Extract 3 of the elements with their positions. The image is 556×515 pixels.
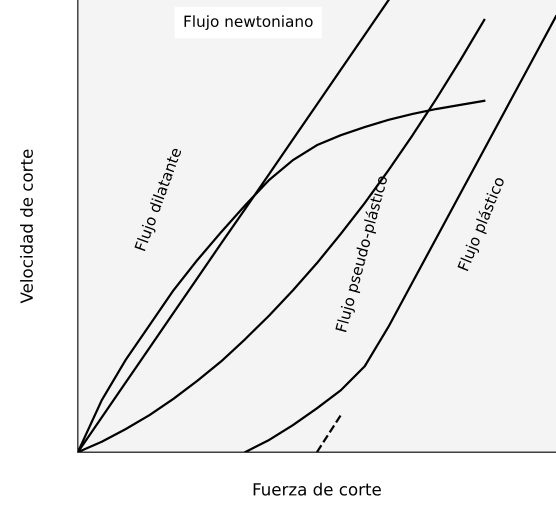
x-axis-title: Fuerza de corte [254,482,381,496]
y-axis-title: Velocidad de corte [20,150,33,304]
text: Flujo newtoniano [184,15,313,30]
